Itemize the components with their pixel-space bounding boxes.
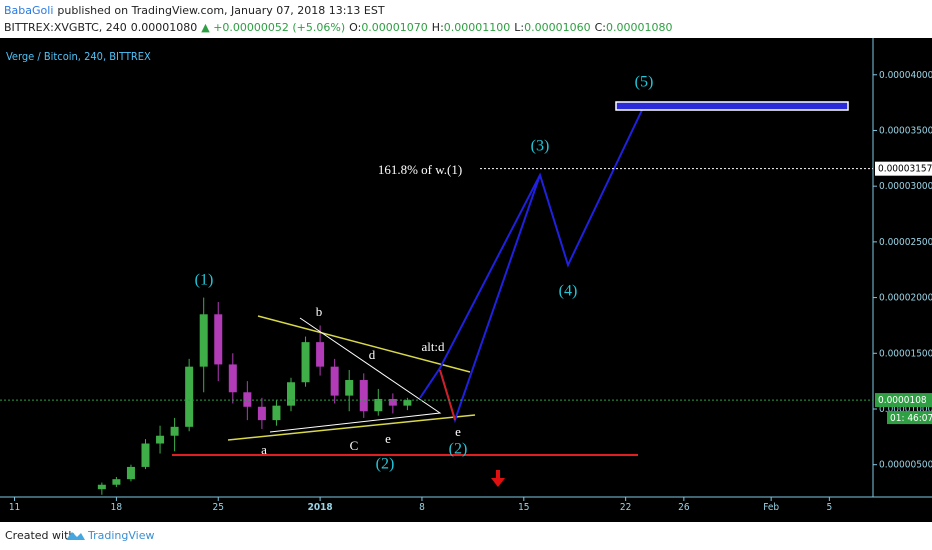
candle-body xyxy=(214,314,223,365)
y-tick-label: 0.00001000 xyxy=(879,404,932,415)
wave-label: (3) xyxy=(531,138,550,155)
candle-body xyxy=(287,382,295,406)
x-tick-label: 2018 xyxy=(308,502,333,513)
down-arrow xyxy=(491,470,505,487)
ohlc-val: 0.00001080 xyxy=(606,21,672,34)
price-label: 0.0000108 xyxy=(878,395,927,406)
wave-label: (1) xyxy=(195,272,214,289)
alt-drop xyxy=(439,369,456,421)
last: 0.00001080 xyxy=(131,21,197,34)
logo xyxy=(66,532,85,540)
drawings xyxy=(172,101,849,487)
sub-label: e xyxy=(385,431,391,446)
y-tick-label: 0.00003500 xyxy=(879,125,932,136)
candle-body xyxy=(185,366,194,427)
sub-label: d xyxy=(369,347,376,362)
ohlc-key: O: xyxy=(349,21,361,34)
y-tick-label: 0.00003000 xyxy=(879,181,932,192)
x-tick-label: 15 xyxy=(518,502,529,513)
y-tick-label: 0.00002500 xyxy=(879,237,932,248)
x-tick-label: 5 xyxy=(826,502,832,513)
chart-bg xyxy=(0,38,932,522)
published: published on TradingView.com, January 07… xyxy=(57,4,384,17)
x-tick-label: 26 xyxy=(678,502,690,513)
y-tick-label: 0.00002000 xyxy=(879,293,932,304)
x-tick-label: 18 xyxy=(111,502,123,513)
countdown: 01: 46:07 xyxy=(890,413,932,424)
chart-title: Verge / Bitcoin, 240, BITTREX xyxy=(6,50,151,63)
candle-body xyxy=(257,406,266,421)
symbol: BITTREX:XVGBTC, 240 xyxy=(4,21,127,34)
wave-label: (2) xyxy=(376,456,395,473)
change: ▲ +0.00000052 (+5.06%) xyxy=(201,21,345,34)
symbol-line: BITTREX:XVGBTC, 240 0.00001080 ▲ +0.000000… xyxy=(4,21,672,34)
x-tick-label: Feb xyxy=(763,502,779,513)
price-box xyxy=(875,393,932,408)
lower-trend xyxy=(227,414,476,441)
candle-body xyxy=(199,314,208,367)
footer-brand[interactable]: TradingView xyxy=(87,529,154,542)
footer-created: Created with xyxy=(5,529,75,542)
candle-body xyxy=(126,466,135,480)
wave-label: (4) xyxy=(559,283,578,300)
candle-body xyxy=(156,435,165,444)
fib-label: 161.8% of w.(1) xyxy=(378,162,462,177)
candle-body xyxy=(301,342,310,383)
sub-label: b xyxy=(316,304,323,319)
ohlc-val: 0.00001060 xyxy=(524,21,590,34)
y-tick-label: 0.00004000 xyxy=(879,70,932,81)
countdown-box xyxy=(887,411,932,425)
y-tick-label: 0.00001500 xyxy=(879,348,932,359)
candle-body xyxy=(403,400,412,406)
ohlc-key: H: xyxy=(432,21,444,34)
ohlc-key: L: xyxy=(514,21,524,34)
candle-body xyxy=(170,426,179,436)
ohlc-key: C: xyxy=(595,21,606,34)
triangle xyxy=(269,317,442,433)
author-name[interactable]: BabaGoli xyxy=(4,4,53,17)
candle-body xyxy=(374,398,383,412)
footer-bg xyxy=(0,522,932,550)
candle-body xyxy=(330,366,339,396)
candle-body xyxy=(112,479,121,485)
price-box xyxy=(875,161,932,176)
plot xyxy=(97,297,412,495)
x-tick-label: 8 xyxy=(419,502,425,513)
sub-label: C xyxy=(350,438,359,453)
ohlc: O:0.00001070 H:0.00001100 L:0.00001060 C:0.… xyxy=(349,21,672,34)
candle-body xyxy=(345,380,354,396)
candle-body xyxy=(359,380,368,412)
candle-body xyxy=(97,484,106,490)
candle-body xyxy=(243,392,252,407)
x-tick-label: 22 xyxy=(620,502,631,513)
candle-body xyxy=(388,398,397,406)
wave-label: (5) xyxy=(635,74,654,91)
sub-label: alt:d xyxy=(421,339,445,354)
annotations: (1) (2) (2) (3) (4) (5) a b C d e e alt:… xyxy=(195,74,654,473)
ohlc-val: 0.00001070 xyxy=(361,21,427,34)
x-tick-label: 11 xyxy=(9,502,20,513)
candle-body xyxy=(272,405,281,421)
author: BabaGoli published on TradingView.com, Ja… xyxy=(4,4,385,17)
header-bg xyxy=(0,0,932,38)
candle-body xyxy=(316,342,325,367)
sub-label: a xyxy=(261,442,267,457)
candle-body xyxy=(228,364,237,393)
price-label: 0.00003157 xyxy=(878,164,932,175)
ohlc-val: 0.00001100 xyxy=(444,21,510,34)
candle-body xyxy=(141,443,150,467)
y-tick-label: 0.00000500 xyxy=(879,460,932,471)
wave-label: (2) xyxy=(449,441,468,458)
x-tick-label: 25 xyxy=(213,502,224,513)
upper-trend xyxy=(257,315,471,373)
sub-label: e xyxy=(455,424,461,439)
target-box xyxy=(615,101,849,111)
